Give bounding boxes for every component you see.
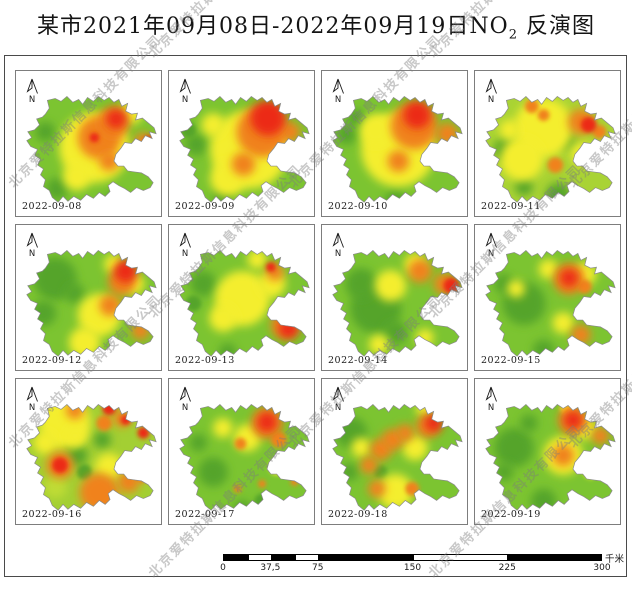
no2-raster-map [485, 250, 616, 357]
svg-text:N: N [29, 95, 35, 105]
north-arrow-icon: N [26, 386, 38, 413]
scale-bar-tick: 0 [220, 563, 226, 573]
no2-raster-map [26, 404, 157, 511]
map-panel: N 2022-09-19 [474, 378, 621, 525]
no2-raster-map [179, 250, 310, 357]
scale-bar-segment [247, 555, 272, 560]
panel-date-label: 2022-09-11 [481, 201, 541, 212]
scale-bar-tick: 150 [403, 563, 422, 573]
no2-raster-map [332, 404, 463, 511]
no2-raster-map [179, 404, 310, 511]
map-panel: N 2022-09-12 [15, 224, 162, 371]
panel-date-label: 2022-09-09 [175, 201, 235, 212]
no2-raster-map [26, 250, 157, 357]
svg-text:N: N [182, 95, 188, 105]
svg-text:N: N [29, 249, 35, 259]
scale-bar-tick: 37,5 [260, 563, 281, 573]
north-arrow-icon: N [179, 386, 191, 413]
north-arrow-icon: N [485, 386, 497, 413]
map-panel: N 2022-09-16 [15, 378, 162, 525]
scale-bar-tick-labels: 0 37,5 75 150 225 300 [220, 561, 610, 573]
map-panel: N 2022-09-10 [321, 70, 468, 217]
panel-date-label: 2022-09-08 [22, 201, 82, 212]
panel-date-label: 2022-09-13 [175, 355, 235, 366]
no2-raster-map [179, 96, 310, 203]
panel-date-label: 2022-09-19 [481, 509, 541, 520]
scale-bar-segment [506, 555, 601, 560]
north-arrow-icon: N [26, 78, 38, 105]
scale-bar: 0 37,5 75 150 225 300 千米 [220, 554, 624, 573]
north-arrow-icon: N [179, 232, 191, 259]
panel-date-label: 2022-09-16 [22, 509, 82, 520]
map-panel: N 2022-09-09 [168, 70, 315, 217]
scale-bar-tick: 225 [498, 563, 516, 573]
no2-raster-map [26, 96, 157, 203]
panel-date-label: 2022-09-18 [328, 509, 388, 520]
map-panel: N 2022-09-18 [321, 378, 468, 525]
north-arrow-icon: N [485, 232, 497, 259]
panel-date-label: 2022-09-12 [22, 355, 82, 366]
svg-text:N: N [335, 403, 341, 413]
north-arrow-icon: N [332, 386, 344, 413]
scale-bar-segment [224, 555, 248, 560]
north-arrow-icon: N [332, 78, 344, 105]
svg-text:N: N [488, 403, 494, 413]
panel-date-label: 2022-09-15 [481, 355, 541, 366]
scale-bar-tick: 300 [593, 563, 611, 573]
title-text-right: 反演图 [517, 14, 595, 39]
map-panel: N 2022-09-14 [321, 224, 468, 371]
panel-date-label: 2022-09-17 [175, 509, 235, 520]
title-text-left: 某市2021年09月08日-2022年09月19日NO [37, 14, 509, 39]
title-subscript: 2 [508, 27, 518, 43]
no2-raster-map [332, 96, 463, 203]
north-arrow-icon: N [332, 232, 344, 259]
map-panel: N 2022-09-15 [474, 224, 621, 371]
scale-bar-segment [294, 555, 319, 560]
no2-raster-map [485, 96, 616, 203]
scale-bar-segment [318, 555, 413, 560]
svg-text:N: N [182, 249, 188, 259]
svg-text:N: N [488, 95, 494, 105]
scale-bar-segment [271, 555, 295, 560]
north-arrow-icon: N [179, 78, 191, 105]
scale-bar-tick: 75 [312, 563, 324, 573]
no2-raster-map [485, 404, 616, 511]
scale-bar-segments [223, 554, 602, 561]
scale-bar-unit: 千米 [605, 554, 625, 565]
map-panel: N 2022-09-17 [168, 378, 315, 525]
north-arrow-icon: N [485, 78, 497, 105]
scale-bar-segment [412, 555, 507, 560]
no2-raster-map [332, 250, 463, 357]
north-arrow-icon: N [26, 232, 38, 259]
figure-title: 某市2021年09月08日-2022年09月19日NO2 反演图 [0, 8, 632, 42]
map-grid: N 2022-09-08 N 2022-09-09 N 2022-09-10 N 2022-0… [15, 70, 621, 525]
svg-text:N: N [182, 403, 188, 413]
map-panel: N 2022-09-11 [474, 70, 621, 217]
panel-date-label: 2022-09-10 [328, 201, 388, 212]
svg-text:N: N [488, 249, 494, 259]
map-panel: N 2022-09-08 [15, 70, 162, 217]
svg-text:N: N [29, 403, 35, 413]
panel-date-label: 2022-09-14 [328, 355, 388, 366]
svg-text:N: N [335, 249, 341, 259]
map-panel: N 2022-09-13 [168, 224, 315, 371]
svg-text:N: N [335, 95, 341, 105]
